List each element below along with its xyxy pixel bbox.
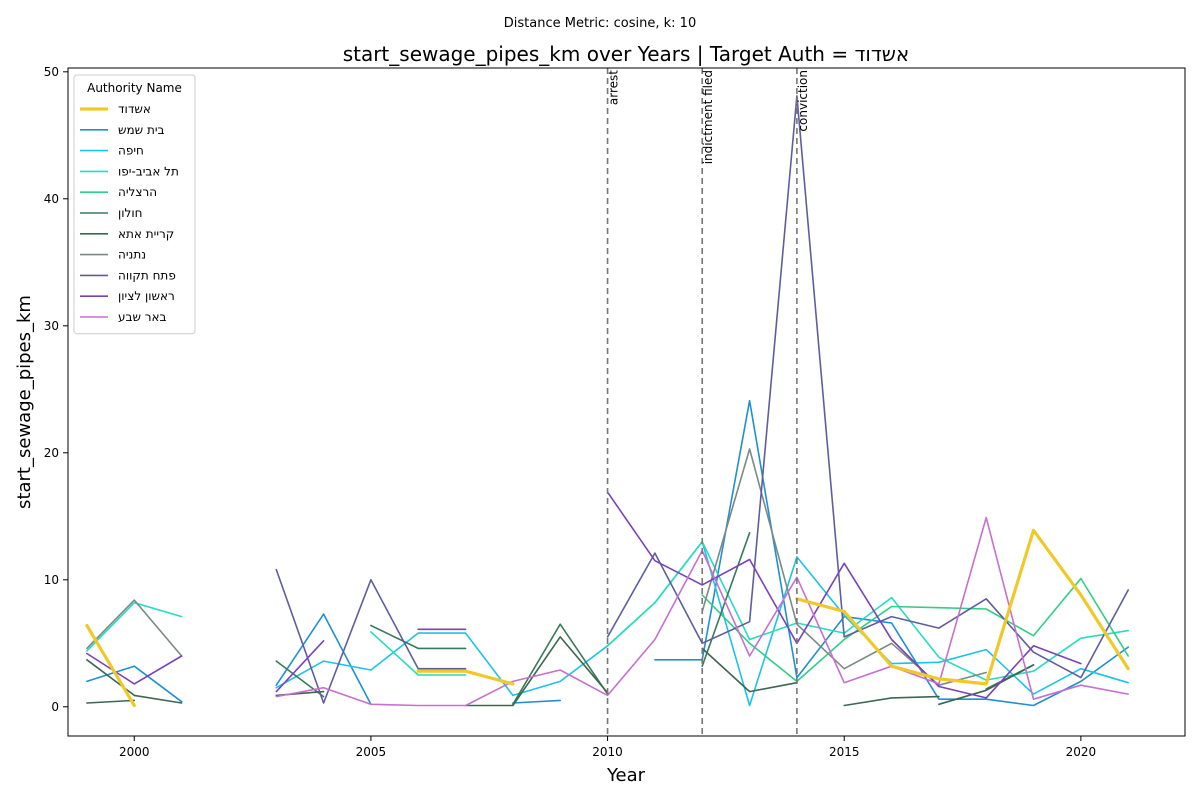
series-line [275,613,372,706]
plot-frame [67,67,1186,737]
x-tick-label: 2010 [592,745,623,759]
chart-suptitle: Distance Metric: cosine, k: 10 [504,16,696,31]
series-line [843,695,940,707]
series-line [85,623,136,708]
series-line [701,531,751,668]
series-line [370,624,467,650]
series-line [606,95,1129,679]
series-0 [85,528,1130,708]
series-4 [701,577,1129,683]
series-line [464,636,609,707]
y-tick-label: 30 [44,319,59,333]
series-7 [86,448,988,687]
legend: Authority Name אשדוד בית שמש חיפה תל אביב-יפ… [73,74,196,335]
series-9 [86,491,1082,699]
legend-label: בית שמש [118,123,165,137]
series-5 [275,531,1035,706]
series-line [795,528,1130,686]
x-tick-label: 2000 [119,745,150,759]
x-tick-label: 2020 [1066,745,1097,759]
legend-label: נתניה [118,248,146,262]
series-line [701,577,1129,683]
series-6 [86,636,1035,707]
series-line [606,491,1082,699]
series-line [275,660,325,698]
event-label: conviction [796,70,810,132]
x-axis-label: Year [606,765,646,786]
legend-label: הרצליה [118,185,157,199]
chart-title: start_sewage_pipes_km over Years | Targe… [343,42,910,66]
event-label: indictment filed [701,70,715,164]
series-line [512,699,562,704]
series-3 [86,540,1129,681]
series-line [701,448,988,687]
series-line [86,665,183,703]
x-tick-label: 2005 [356,745,387,759]
event-label: arrest [607,70,621,105]
series-line [654,399,1129,707]
series-line [606,540,1129,681]
legend-label: חולון [118,206,142,220]
legend-label: אשדוד [118,102,151,116]
legend-label: באר שבע [118,310,167,324]
y-tick-label: 50 [44,65,59,79]
legend-label: ראשון לציון [118,289,175,303]
series-line [86,652,183,685]
legend-frame [73,74,196,335]
legend-label: תל אביב-יפו [118,164,179,178]
series-line [416,669,515,686]
legend-label: חיפה [118,144,144,158]
y-tick-label: 10 [44,573,59,587]
series-line [275,639,325,693]
series-1 [86,399,1129,707]
y-axis-label: start_sewage_pipes_km [14,295,35,509]
series-line [86,658,183,704]
legend-title: Authority Name [87,81,182,95]
series-line [86,601,183,652]
series-line [86,699,136,704]
x-tick-label: 2015 [829,745,860,759]
series-line [370,631,467,676]
y-tick-label: 0 [51,700,59,714]
y-axis-ticks: 0 10 20 30 40 50 [44,65,68,714]
event-markers: arrest indictment filed conviction [607,68,810,736]
legend-label: קריית אתא [118,227,174,241]
x-axis-ticks: 2000 2005 2010 2015 2020 [119,736,1096,759]
series-line [86,599,183,657]
y-tick-label: 40 [44,192,59,206]
series-line [701,647,798,693]
legend-label: פתח תקווה [118,268,176,282]
y-tick-label: 20 [44,446,59,460]
series-line [938,664,1035,706]
